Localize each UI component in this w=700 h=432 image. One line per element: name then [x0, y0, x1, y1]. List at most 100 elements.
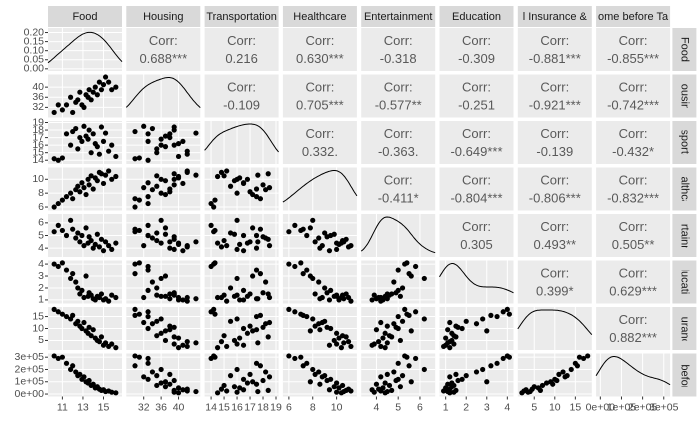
panel: [361, 28, 436, 71]
point: [55, 222, 61, 228]
panel: [282, 167, 357, 211]
y-tick-label: 32: [32, 101, 44, 113]
point: [539, 382, 546, 389]
point: [184, 343, 190, 350]
point: [51, 156, 57, 162]
point: [234, 316, 240, 322]
point: [408, 273, 414, 279]
corr-value: 0.630***: [296, 51, 344, 66]
panel: [439, 214, 514, 257]
point: [59, 227, 65, 234]
point: [106, 243, 112, 249]
y-tick-label: 0.20: [24, 26, 45, 38]
point: [234, 275, 240, 282]
panel: [439, 74, 514, 118]
point: [488, 363, 494, 369]
point: [326, 297, 333, 303]
point: [402, 306, 408, 312]
corr-label: Corr:: [540, 172, 569, 187]
point: [77, 371, 83, 377]
point: [218, 386, 225, 392]
corr-value: 0.705***: [296, 97, 344, 112]
point: [149, 321, 156, 327]
point: [167, 323, 173, 329]
point: [79, 180, 85, 186]
corr-value: 0.305: [460, 237, 493, 252]
point: [184, 298, 190, 304]
point: [234, 217, 240, 223]
x-tick-label: 1: [443, 401, 449, 413]
point: [473, 369, 480, 375]
x-tick-label: 5: [395, 401, 401, 413]
point: [175, 345, 182, 351]
point: [260, 377, 266, 384]
point: [55, 355, 61, 362]
corr-value: -0.649***: [450, 144, 502, 159]
point: [300, 312, 306, 318]
point: [63, 360, 70, 366]
point: [113, 173, 119, 180]
y-tick-label: 19: [32, 116, 44, 128]
point: [380, 335, 386, 341]
point: [102, 130, 109, 136]
point: [421, 275, 427, 282]
point: [373, 327, 380, 333]
point: [154, 292, 160, 298]
point: [506, 311, 512, 317]
y-tick-label: 0e+00: [15, 388, 45, 400]
point: [75, 230, 81, 236]
point: [109, 142, 115, 148]
point: [257, 196, 264, 202]
point: [149, 279, 156, 285]
point: [141, 294, 147, 301]
point: [253, 360, 260, 366]
point: [96, 244, 102, 250]
corr-value: -0.832***: [607, 190, 659, 205]
point: [90, 186, 96, 192]
point: [162, 191, 169, 198]
point: [175, 240, 182, 246]
point: [106, 168, 112, 174]
point: [319, 374, 325, 380]
y-tick-label: 5: [38, 334, 44, 346]
point: [253, 381, 260, 387]
point: [63, 232, 70, 239]
point: [154, 285, 160, 291]
point: [59, 155, 65, 161]
corr-label: Corr:: [619, 33, 648, 48]
column-strip: [282, 6, 357, 27]
point: [55, 309, 61, 315]
point: [336, 335, 342, 341]
point: [68, 94, 74, 100]
panel: [361, 74, 436, 118]
point: [221, 333, 227, 339]
point: [488, 312, 494, 318]
y-tick-label: 4: [38, 242, 44, 254]
y-tick-label: 2e+05: [15, 363, 45, 375]
column-strip: [361, 6, 436, 27]
corr-label: Corr:: [619, 126, 648, 141]
point: [334, 292, 340, 298]
point: [455, 324, 461, 330]
point: [171, 142, 177, 148]
x-tick-label: 8: [310, 401, 316, 413]
point: [171, 236, 177, 242]
y-tick-label: 0.15: [24, 35, 45, 47]
corr-value: 0.216: [225, 51, 258, 66]
point: [180, 180, 186, 187]
point: [92, 84, 98, 90]
point: [167, 381, 173, 387]
corr-label: Corr:: [540, 126, 569, 141]
panel: [439, 167, 514, 211]
point: [447, 374, 453, 380]
point: [224, 168, 230, 174]
point: [109, 246, 115, 253]
point: [162, 293, 169, 299]
point: [154, 382, 160, 389]
point: [234, 389, 240, 395]
density-curve: [517, 309, 593, 335]
corr-label: Corr:: [384, 126, 413, 141]
y-tick-label: 0.10: [24, 44, 45, 56]
point: [386, 382, 393, 389]
point: [484, 379, 490, 385]
